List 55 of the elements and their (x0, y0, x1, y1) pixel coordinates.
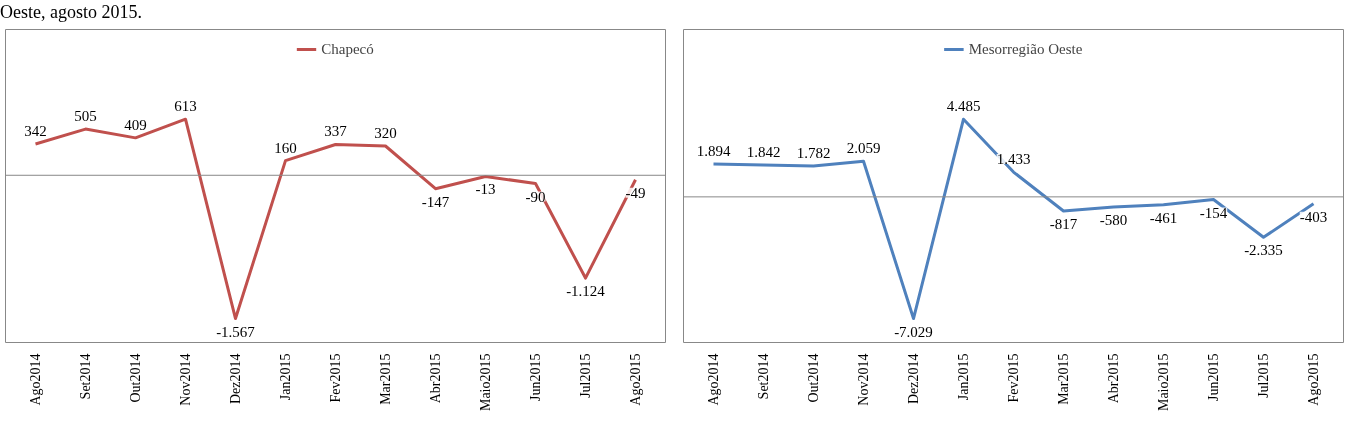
x-tick-label: Mar2015 (1056, 353, 1071, 405)
data-label: 1.782 (796, 145, 831, 162)
data-label: 613 (174, 98, 197, 115)
data-label: -90 (525, 188, 546, 205)
data-label: 2.059 (846, 140, 881, 157)
x-tick-label: Set2014 (756, 353, 771, 400)
data-label: 4.485 (946, 98, 981, 115)
x-tick-label: Fev2015 (328, 353, 343, 403)
data-label: 1.894 (696, 143, 731, 160)
data-label: -1.124 (566, 283, 606, 300)
x-tick-label: Abr2015 (1106, 353, 1121, 404)
data-label: 1.842 (746, 143, 781, 160)
data-label: -1.567 (216, 323, 256, 340)
x-tick-label: Maio2015 (1156, 353, 1171, 412)
x-tick-label: Fev2015 (1006, 353, 1021, 403)
data-label: -154 (1199, 204, 1228, 221)
data-label: -49 (625, 184, 646, 201)
x-tick-label: Ago2014 (28, 353, 43, 406)
data-label: -461 (1149, 209, 1178, 226)
data-label: -817 (1049, 216, 1078, 233)
x-tick-label: Jun2015 (1206, 353, 1221, 401)
x-tick-label: Dez2014 (228, 353, 243, 405)
data-label: -13 (475, 181, 496, 198)
data-label: -147 (421, 193, 450, 210)
data-label: 1.433 (996, 151, 1031, 168)
x-tick-label: Abr2015 (428, 353, 443, 404)
x-tick-label: Jul2015 (578, 353, 593, 398)
x-tick-label: Jan2015 (956, 353, 971, 401)
data-label: 342 (24, 123, 47, 139)
x-tick-label: Maio2015 (478, 353, 493, 412)
data-label: 160 (274, 139, 297, 156)
x-tick-label: Ago2014 (706, 353, 721, 406)
data-label: -580 (1099, 211, 1128, 228)
data-label: -2.335 (1244, 242, 1283, 259)
x-tick-label: Out2014 (128, 353, 143, 403)
x-tick-label: Nov2014 (856, 353, 871, 406)
x-tick-label: Ago2015 (628, 353, 643, 406)
x-tick-label: Nov2014 (178, 353, 193, 406)
x-tick-label: Set2014 (78, 353, 93, 400)
x-tick-label: Out2014 (806, 353, 821, 403)
legend-label: Mesorregião Oeste (968, 40, 1083, 58)
x-tick-label: Jan2015 (278, 353, 293, 401)
data-label: 505 (74, 108, 97, 125)
x-tick-label: Mar2015 (378, 353, 393, 405)
data-label: 337 (324, 123, 348, 140)
text: Oeste, agosto 2015. (0, 1, 142, 24)
x-tick-label: Jun2015 (528, 353, 543, 401)
data-label: 409 (124, 116, 147, 133)
data-label: -7.029 (894, 323, 933, 340)
x-tick-label: Ago2015 (1306, 353, 1321, 406)
data-label: 320 (374, 125, 397, 142)
x-tick-label: Jul2015 (1256, 353, 1271, 398)
x-tick-label: Dez2014 (906, 353, 921, 405)
legend-label: Chapecó (321, 40, 374, 58)
data-label: -403 (1299, 208, 1328, 225)
